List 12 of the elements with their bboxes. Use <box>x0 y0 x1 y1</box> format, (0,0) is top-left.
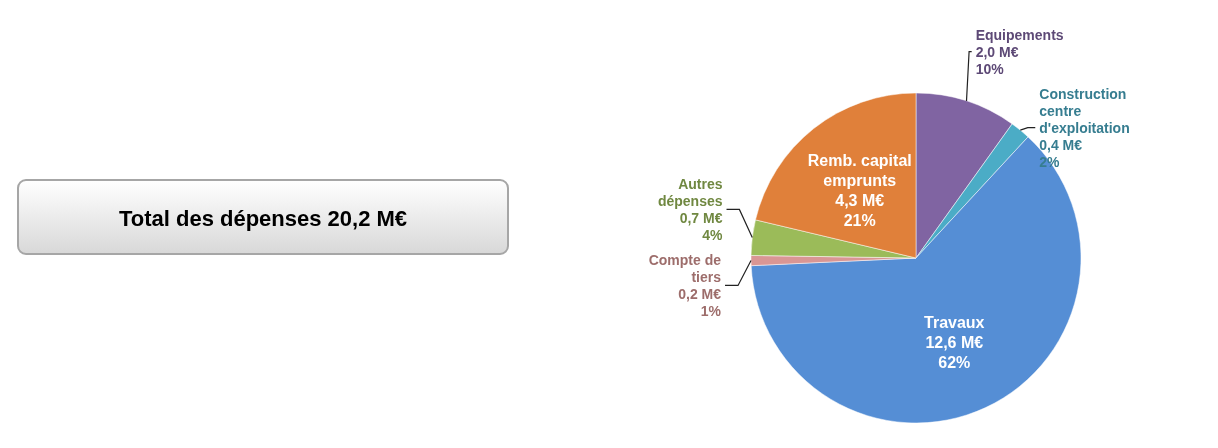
data-label: 4,3 M€ 21% <box>835 192 885 230</box>
text: Total des dépenses 20,2 M€ <box>118 206 408 231</box>
data-label: 0,2 M€ 1% <box>678 285 722 319</box>
slice-label: Autres dépenses <box>657 175 723 209</box>
slice-label: Compte de tiers <box>648 251 722 285</box>
data-label: 2,0 M€ 10% <box>975 43 1019 77</box>
slice-label: Construction centre d'exploitation <box>1039 85 1130 136</box>
slice-label: Travaux <box>924 314 985 332</box>
data-label: 0,7 M€ 4% <box>679 209 724 243</box>
data-label: 12,6 M€ 62% <box>925 334 984 372</box>
slice-label: Equipements <box>975 26 1064 43</box>
slice-label: Remb. capital emprunts <box>807 152 912 190</box>
